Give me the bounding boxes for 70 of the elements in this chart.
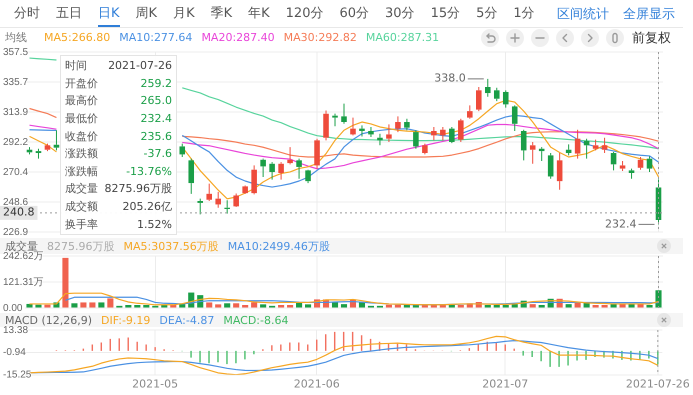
text: 60分 bbox=[339, 4, 370, 22]
annotation: 205.26亿 bbox=[122, 199, 172, 214]
text: 季K bbox=[210, 4, 232, 22]
x-tick-label: 2021-07-26 bbox=[626, 377, 690, 390]
annotation: 235.6 bbox=[140, 130, 172, 143]
annotation: 成交量 bbox=[65, 181, 98, 196]
y-tick-label: -15.25 bbox=[3, 370, 32, 381]
y-tick-label: 13.38 bbox=[3, 324, 28, 336]
text: 周K bbox=[136, 4, 158, 22]
annotation: -13.76% bbox=[126, 164, 172, 178]
annotation: 成交额 bbox=[65, 199, 98, 214]
x-tick-label: 2021-05 bbox=[132, 377, 178, 390]
text: 区间统计 bbox=[557, 6, 609, 24]
text: MA30:292.82 bbox=[284, 31, 357, 44]
text: 月K bbox=[173, 4, 195, 22]
annotation: 8275.96万股 bbox=[104, 181, 172, 196]
annotation: 265.0 bbox=[140, 94, 172, 108]
annotation: 开盘价 bbox=[65, 76, 98, 91]
text: 年K bbox=[248, 4, 270, 22]
annotation: 2021-07-26 bbox=[108, 59, 172, 72]
y-tick-label: 313.9 bbox=[3, 106, 28, 118]
text: 5分 bbox=[476, 4, 498, 22]
annotation: 涨跌额 bbox=[65, 146, 98, 162]
ref-line-label: 240.8 bbox=[3, 206, 34, 219]
y-tick-label: 292.2 bbox=[3, 136, 28, 148]
annotation: 最高价 bbox=[65, 93, 98, 108]
x-tick-label: 2021-07 bbox=[482, 377, 528, 390]
y-tick-label: 242.62万 bbox=[3, 250, 44, 262]
text: MA5:266.80 bbox=[44, 31, 110, 44]
text: DEA:-4.87 bbox=[159, 314, 214, 326]
annotation: 232.4 bbox=[140, 112, 172, 126]
y-tick-label: 0.00 bbox=[3, 302, 23, 314]
y-tick-label: 270.4 bbox=[3, 166, 28, 178]
y-tick-label: 226.9 bbox=[3, 226, 28, 238]
series-label: MACD:-8.64 bbox=[223, 314, 288, 326]
annotation: 时间 bbox=[65, 58, 87, 74]
text: MA20:287.40 bbox=[201, 31, 275, 44]
chart-subtitle: 8275.96万股 bbox=[47, 238, 114, 254]
text: 1分 bbox=[513, 4, 535, 22]
y-tick-label: 121.31万 bbox=[3, 276, 44, 288]
text: DIF:-9.19 bbox=[101, 314, 150, 326]
legend-title: 均线 bbox=[5, 30, 27, 45]
text: MA10:277.64 bbox=[119, 31, 192, 44]
annotation: -37.6 bbox=[144, 147, 172, 160]
text: 分时 bbox=[14, 4, 40, 22]
text: 五日 bbox=[56, 4, 82, 22]
text: 30分 bbox=[385, 4, 415, 22]
text: MA60:287.31 bbox=[366, 31, 440, 44]
annotation: 338.0 bbox=[434, 72, 466, 85]
text: MA10:2499.46万股 bbox=[228, 238, 330, 254]
annotation: 最低价 bbox=[65, 111, 98, 126]
text: 全屏显示 bbox=[623, 6, 675, 24]
y-tick-label: 357.5 bbox=[3, 46, 28, 58]
annotation: 259.2 bbox=[140, 76, 172, 90]
y-tick-label: -0.94 bbox=[3, 347, 26, 358]
text: 日K bbox=[98, 0, 120, 27]
text: 15分 bbox=[430, 4, 460, 22]
chart-subtitle: 前复权 bbox=[632, 30, 671, 46]
text: MA5:3037.56万股 bbox=[124, 238, 219, 254]
text: 120分 bbox=[286, 4, 324, 22]
annotation: 涨跌幅 bbox=[65, 164, 98, 179]
annotation: 收盘价 bbox=[65, 128, 98, 144]
annotation: 换手率 bbox=[65, 216, 98, 232]
chart-title: 成交量 bbox=[5, 238, 38, 252]
annotation: 1.52% bbox=[137, 218, 172, 231]
annotation: 232.4 bbox=[605, 217, 637, 230]
y-tick-label: 248.6 bbox=[3, 196, 28, 208]
y-tick-label: 335.7 bbox=[3, 76, 28, 88]
x-tick-label: 2021-06 bbox=[294, 377, 340, 390]
chart-title: MACD (12,26,9) bbox=[5, 314, 92, 326]
